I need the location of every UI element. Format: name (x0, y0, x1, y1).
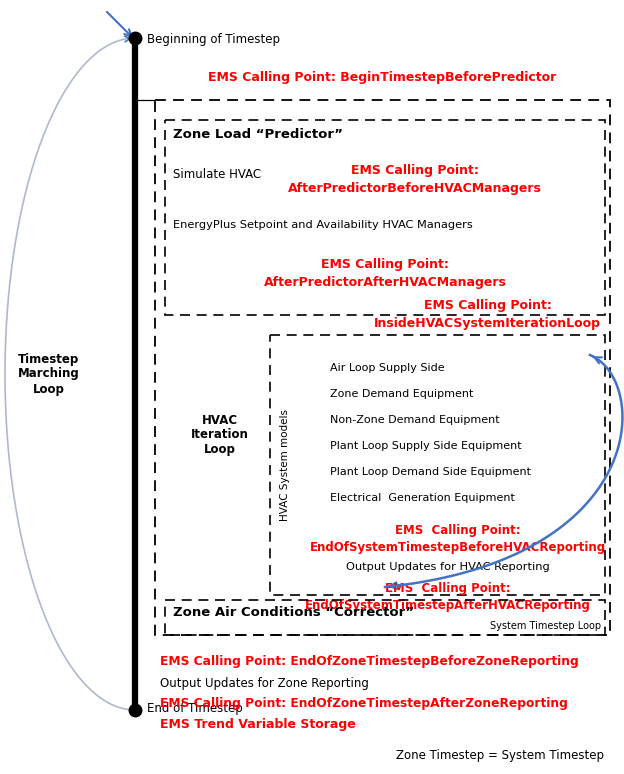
Text: Timestep
Marching
Loop: Timestep Marching Loop (18, 352, 80, 396)
Text: EMS Calling Point: EndOfZoneTimestepAfterZoneReporting: EMS Calling Point: EndOfZoneTimestepAfte… (160, 697, 568, 710)
Text: Simulate HVAC: Simulate HVAC (173, 168, 261, 181)
Bar (155, 100, 610, 635)
Text: Electrical  Generation Equipment: Electrical Generation Equipment (330, 493, 515, 503)
Text: EMS Calling Point: EndOfZoneTimestepBeforeZoneReporting: EMS Calling Point: EndOfZoneTimestepBefo… (160, 655, 578, 668)
Text: EMS Calling Point:: EMS Calling Point: (424, 299, 552, 311)
Text: EMS Trend Variable Storage: EMS Trend Variable Storage (160, 718, 356, 731)
Text: System Timestep Loop: System Timestep Loop (490, 621, 601, 631)
Text: HVAC
Iteration
Loop: HVAC Iteration Loop (191, 413, 249, 457)
Text: EMS Calling Point: BeginTimestepBeforePredictor: EMS Calling Point: BeginTimestepBeforePr… (208, 71, 557, 84)
Text: End of Timestep: End of Timestep (147, 702, 243, 715)
Text: EMS Calling Point:: EMS Calling Point: (321, 258, 449, 271)
Text: Plant Loop Demand Side Equipment: Plant Loop Demand Side Equipment (330, 467, 531, 477)
Text: EndOfSystemTimestepBeforeHVACReporting: EndOfSystemTimestepBeforeHVACReporting (310, 541, 605, 554)
Bar (165, 600, 605, 635)
Text: Zone Timestep = System Timestep: Zone Timestep = System Timestep (396, 749, 604, 762)
Text: Air Loop Supply Side: Air Loop Supply Side (330, 363, 445, 373)
Text: Beginning of Timestep: Beginning of Timestep (147, 33, 280, 46)
Text: EnergyPlus Setpoint and Availability HVAC Managers: EnergyPlus Setpoint and Availability HVA… (173, 220, 473, 230)
Text: EMS  Calling Point:: EMS Calling Point: (384, 582, 510, 595)
Text: InsideHVACSystemIterationLoop: InsideHVACSystemIterationLoop (374, 317, 601, 330)
Text: Output Updates for Zone Reporting: Output Updates for Zone Reporting (160, 677, 369, 690)
Text: EMS  Calling Point:: EMS Calling Point: (395, 524, 520, 537)
Text: Output Updates for HVAC Reporting: Output Updates for HVAC Reporting (346, 562, 549, 572)
Bar (165, 120, 605, 315)
Text: Zone Load “Predictor”: Zone Load “Predictor” (173, 128, 343, 141)
Text: Plant Loop Supply Side Equipment: Plant Loop Supply Side Equipment (330, 441, 522, 451)
Text: AfterPredictorBeforeHVACManagers: AfterPredictorBeforeHVACManagers (288, 182, 542, 195)
Text: EMS Calling Point:: EMS Calling Point: (351, 164, 479, 177)
Text: EndOfSystemTimestepAfterHVACReporting: EndOfSystemTimestepAfterHVACReporting (305, 599, 590, 612)
Text: Zone Demand Equipment: Zone Demand Equipment (330, 389, 474, 399)
Text: Zone Air Conditions “Corrector”: Zone Air Conditions “Corrector” (173, 606, 414, 619)
Bar (270, 335, 605, 595)
Text: AfterPredictorAfterHVACManagers: AfterPredictorAfterHVACManagers (263, 276, 507, 289)
Text: Non-Zone Demand Equipment: Non-Zone Demand Equipment (330, 415, 500, 425)
Text: HVAC System models: HVAC System models (280, 409, 290, 521)
